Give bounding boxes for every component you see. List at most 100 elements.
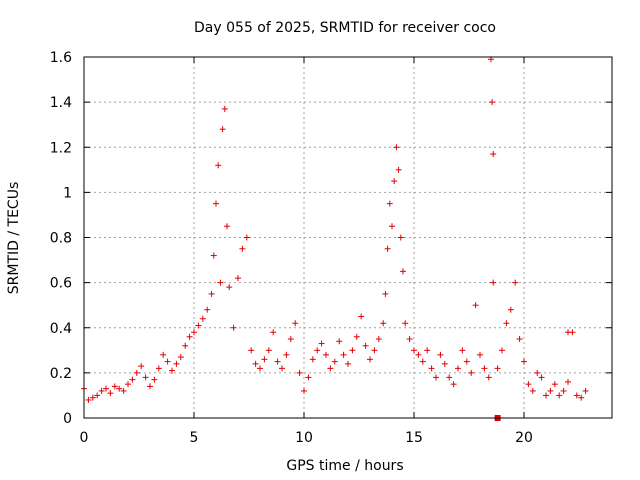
data-point [261,356,268,363]
data-point [472,302,479,309]
data-point [160,351,167,358]
y-tick-label: 0.8 [50,231,72,247]
data-point [125,381,131,388]
data-point [213,200,219,207]
data-point [301,387,307,394]
data-point [336,338,343,345]
data-point [411,347,417,354]
data-point [85,396,92,403]
y-tick-label: 0.6 [50,276,72,292]
data-point [489,99,496,106]
data-point [468,369,475,376]
y-tick-label: 1.4 [50,95,72,111]
data-point [314,347,321,354]
data-point [538,374,545,381]
data-point [391,178,398,185]
data-point [182,342,189,349]
data-point [252,360,259,367]
data-point [169,367,175,374]
grid-lines [84,57,612,418]
data-point [309,356,316,363]
data-point [578,394,585,401]
data-point [499,347,505,354]
data-point [257,365,263,372]
data-point [371,347,378,354]
data-point [120,387,127,394]
data-point [340,351,347,358]
data-point [270,329,277,336]
data-point [195,322,202,329]
x-tick-label: 10 [295,430,313,446]
data-point [230,324,237,331]
data-point [292,320,299,327]
data-point [490,279,497,286]
data-point [217,279,224,286]
data-point [226,284,233,291]
data-point [415,351,422,358]
data-point [248,347,255,354]
data-point [204,306,211,313]
data-point [210,252,217,259]
data-point [287,336,294,343]
data-point [424,347,431,354]
data-point [382,290,389,297]
data-point [565,378,571,385]
data-point [177,354,184,361]
x-axis-label: GPS time / hours [286,458,403,474]
data-point [428,365,435,372]
data-point [551,381,558,388]
data-point [419,358,426,365]
x-tick-label: 15 [405,430,423,446]
data-point [395,166,402,173]
data-point [384,245,391,252]
data-point [534,369,541,376]
data-point [481,365,488,372]
data-point [274,358,281,365]
data-point [107,390,114,397]
data-point [147,383,153,390]
data-point [305,374,312,381]
data-point [543,392,549,399]
data-point [494,365,501,372]
x-tick-label: 5 [190,430,199,446]
data-point [151,376,158,383]
data-point [224,223,230,230]
data-point [560,387,567,394]
data-point [243,234,250,241]
data-point [490,151,497,158]
data-point [463,358,470,365]
y-tick-label: 0.4 [50,321,72,337]
data-point [380,320,387,327]
data-point [477,351,483,358]
data-point [521,358,527,365]
data-point [323,351,329,358]
data-point [199,315,206,322]
chart-title: Day 055 of 2025, SRMTID for receiver coc… [194,20,496,36]
data-point [345,360,351,367]
data-point [507,306,514,313]
data-point [485,374,492,381]
data-point [133,369,140,376]
data-point [331,358,338,365]
data-point [516,336,523,343]
data-point [103,385,109,392]
y-axis-ticks: 0 0.2 0.4 0.6 0.8 1 1.2 1.4 1.6 [50,50,612,427]
data-point [367,356,373,363]
data-point [296,369,303,376]
data-point [389,223,395,230]
y-tick-label: 1.2 [50,140,72,156]
y-tick-label: 0.2 [50,366,72,382]
data-point [525,381,532,388]
data-point [327,365,334,372]
y-axis-label: SRMTID / TECUs [6,182,22,295]
data-point [208,290,215,297]
data-point [155,365,162,372]
data-point [215,162,222,169]
data-point [111,383,118,390]
x-tick-label: 0 [80,430,89,446]
data-point [375,336,382,343]
data-point [358,313,365,320]
data-point [565,329,571,336]
data-point [573,392,580,399]
